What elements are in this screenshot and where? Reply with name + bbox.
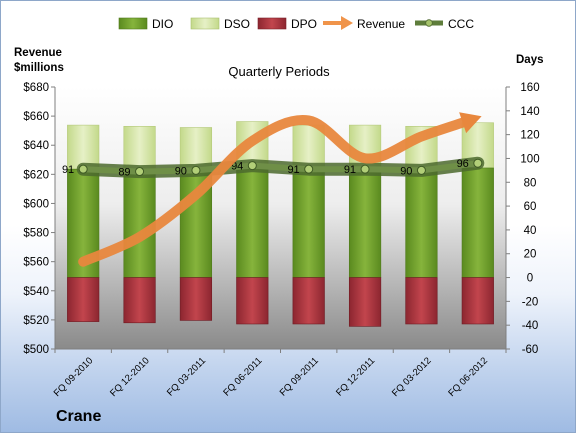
legend-item-revenue: Revenue bbox=[323, 16, 405, 31]
ccc-data-label: 91 bbox=[287, 164, 299, 176]
bar-dpo bbox=[67, 277, 100, 322]
x-tick-label: FQ 12-2011 bbox=[334, 355, 377, 398]
right-tick-label: 40 bbox=[524, 225, 537, 237]
bar-dio bbox=[461, 167, 494, 278]
right-tick-label: 0 bbox=[527, 273, 533, 285]
right-tick-label: 20 bbox=[524, 249, 537, 261]
x-tick-label: FQ 03-2011 bbox=[165, 355, 208, 398]
left-tick-label: $580 bbox=[23, 228, 49, 240]
bar-dpo bbox=[292, 277, 325, 325]
ccc-data-label: 89 bbox=[118, 167, 130, 179]
arrow-icon bbox=[341, 16, 353, 30]
ccc-point bbox=[473, 158, 483, 168]
right-tick-label: 140 bbox=[520, 106, 539, 118]
right-tick-label: 100 bbox=[520, 153, 539, 165]
ccc-data-label: 94 bbox=[231, 161, 243, 173]
revenue-series bbox=[78, 112, 482, 267]
bar-dio bbox=[292, 168, 325, 278]
bar-dpo bbox=[236, 277, 269, 325]
right-tick-label: -40 bbox=[522, 320, 539, 332]
ccc-point bbox=[360, 164, 370, 174]
legend-item-dso: DSO bbox=[190, 17, 250, 31]
legend-label-dio: DIO bbox=[152, 17, 173, 31]
legend: DIO DSO DPO Revenue CCC bbox=[118, 16, 474, 31]
bar-dso bbox=[123, 126, 156, 170]
bar-dpo bbox=[348, 277, 382, 327]
bar-dpo bbox=[123, 277, 156, 324]
legend-label-revenue: Revenue bbox=[357, 17, 405, 31]
left-tick-label: $520 bbox=[23, 315, 49, 327]
left-tick-label: $600 bbox=[23, 198, 49, 210]
ccc-line-highlight bbox=[80, 160, 481, 175]
x-tick-label: FQ 09-2011 bbox=[278, 355, 321, 398]
legend-label-dpo: DPO bbox=[291, 17, 317, 31]
legend-label-dso: DSO bbox=[224, 17, 250, 31]
ccc-point bbox=[78, 164, 88, 174]
right-axis-title: Days bbox=[516, 54, 544, 66]
revenue-arrowhead bbox=[459, 112, 482, 134]
ccc-data-label: 96 bbox=[457, 158, 469, 170]
legend-item-dpo: DPO bbox=[257, 17, 317, 31]
left-tick-label: $680 bbox=[23, 82, 49, 94]
ccc-data-label: 90 bbox=[175, 165, 187, 177]
ccc-series: 91 89 90 94 91 91 90 96 bbox=[62, 156, 485, 179]
ccc-data-label: 91 bbox=[62, 164, 74, 176]
left-tick-label: $640 bbox=[23, 140, 49, 152]
bar-dio bbox=[236, 164, 269, 278]
bar-dso bbox=[292, 124, 325, 170]
ccc-point bbox=[247, 161, 257, 171]
left-axis-title-line1: Revenue bbox=[14, 47, 62, 59]
left-tick-label: $660 bbox=[23, 111, 49, 123]
x-tick-label: FQ 12-2010 bbox=[108, 355, 152, 399]
left-tick-label: $500 bbox=[23, 344, 49, 356]
ccc-data-label: 90 bbox=[400, 165, 412, 177]
ccc-point bbox=[416, 165, 426, 175]
right-tick-label: 60 bbox=[524, 201, 537, 213]
bar-dso bbox=[67, 124, 100, 170]
left-tick-label: $620 bbox=[23, 169, 49, 181]
ccc-point bbox=[304, 164, 314, 174]
right-tick-label: 120 bbox=[520, 130, 539, 142]
bar-dio bbox=[123, 168, 156, 278]
revenue-line bbox=[78, 115, 470, 267]
right-tick-label: -60 bbox=[522, 344, 539, 356]
x-tick-label: FQ 03-2012 bbox=[390, 355, 434, 399]
chart-title: Quarterly Periods bbox=[228, 64, 330, 79]
legend-item-dio: DIO bbox=[118, 17, 173, 31]
legend-label-ccc: CCC bbox=[448, 17, 474, 31]
left-axis-title-line2: $millions bbox=[14, 62, 64, 74]
ccc-point bbox=[135, 167, 145, 177]
left-tick-label: $540 bbox=[23, 286, 49, 298]
bar-dpo bbox=[461, 277, 494, 325]
x-tick-label: FQ 06-2011 bbox=[221, 355, 264, 398]
right-tick-label: 80 bbox=[524, 177, 537, 189]
ccc-data-label: 91 bbox=[344, 164, 356, 176]
company-name: Crane bbox=[56, 408, 101, 425]
legend-item-ccc: CCC bbox=[415, 17, 474, 31]
x-tick-label: FQ 06-2012 bbox=[446, 355, 490, 399]
bar-dio bbox=[405, 170, 438, 278]
bar-dio bbox=[348, 167, 382, 278]
ccc-point bbox=[191, 165, 201, 175]
bar-dpo bbox=[179, 277, 213, 321]
bar-dpo bbox=[405, 277, 438, 325]
right-tick-label: 160 bbox=[520, 82, 539, 94]
right-tick-label: -20 bbox=[522, 296, 539, 308]
x-tick-label: FQ 09-2010 bbox=[52, 355, 96, 399]
left-tick-label: $560 bbox=[23, 257, 49, 269]
